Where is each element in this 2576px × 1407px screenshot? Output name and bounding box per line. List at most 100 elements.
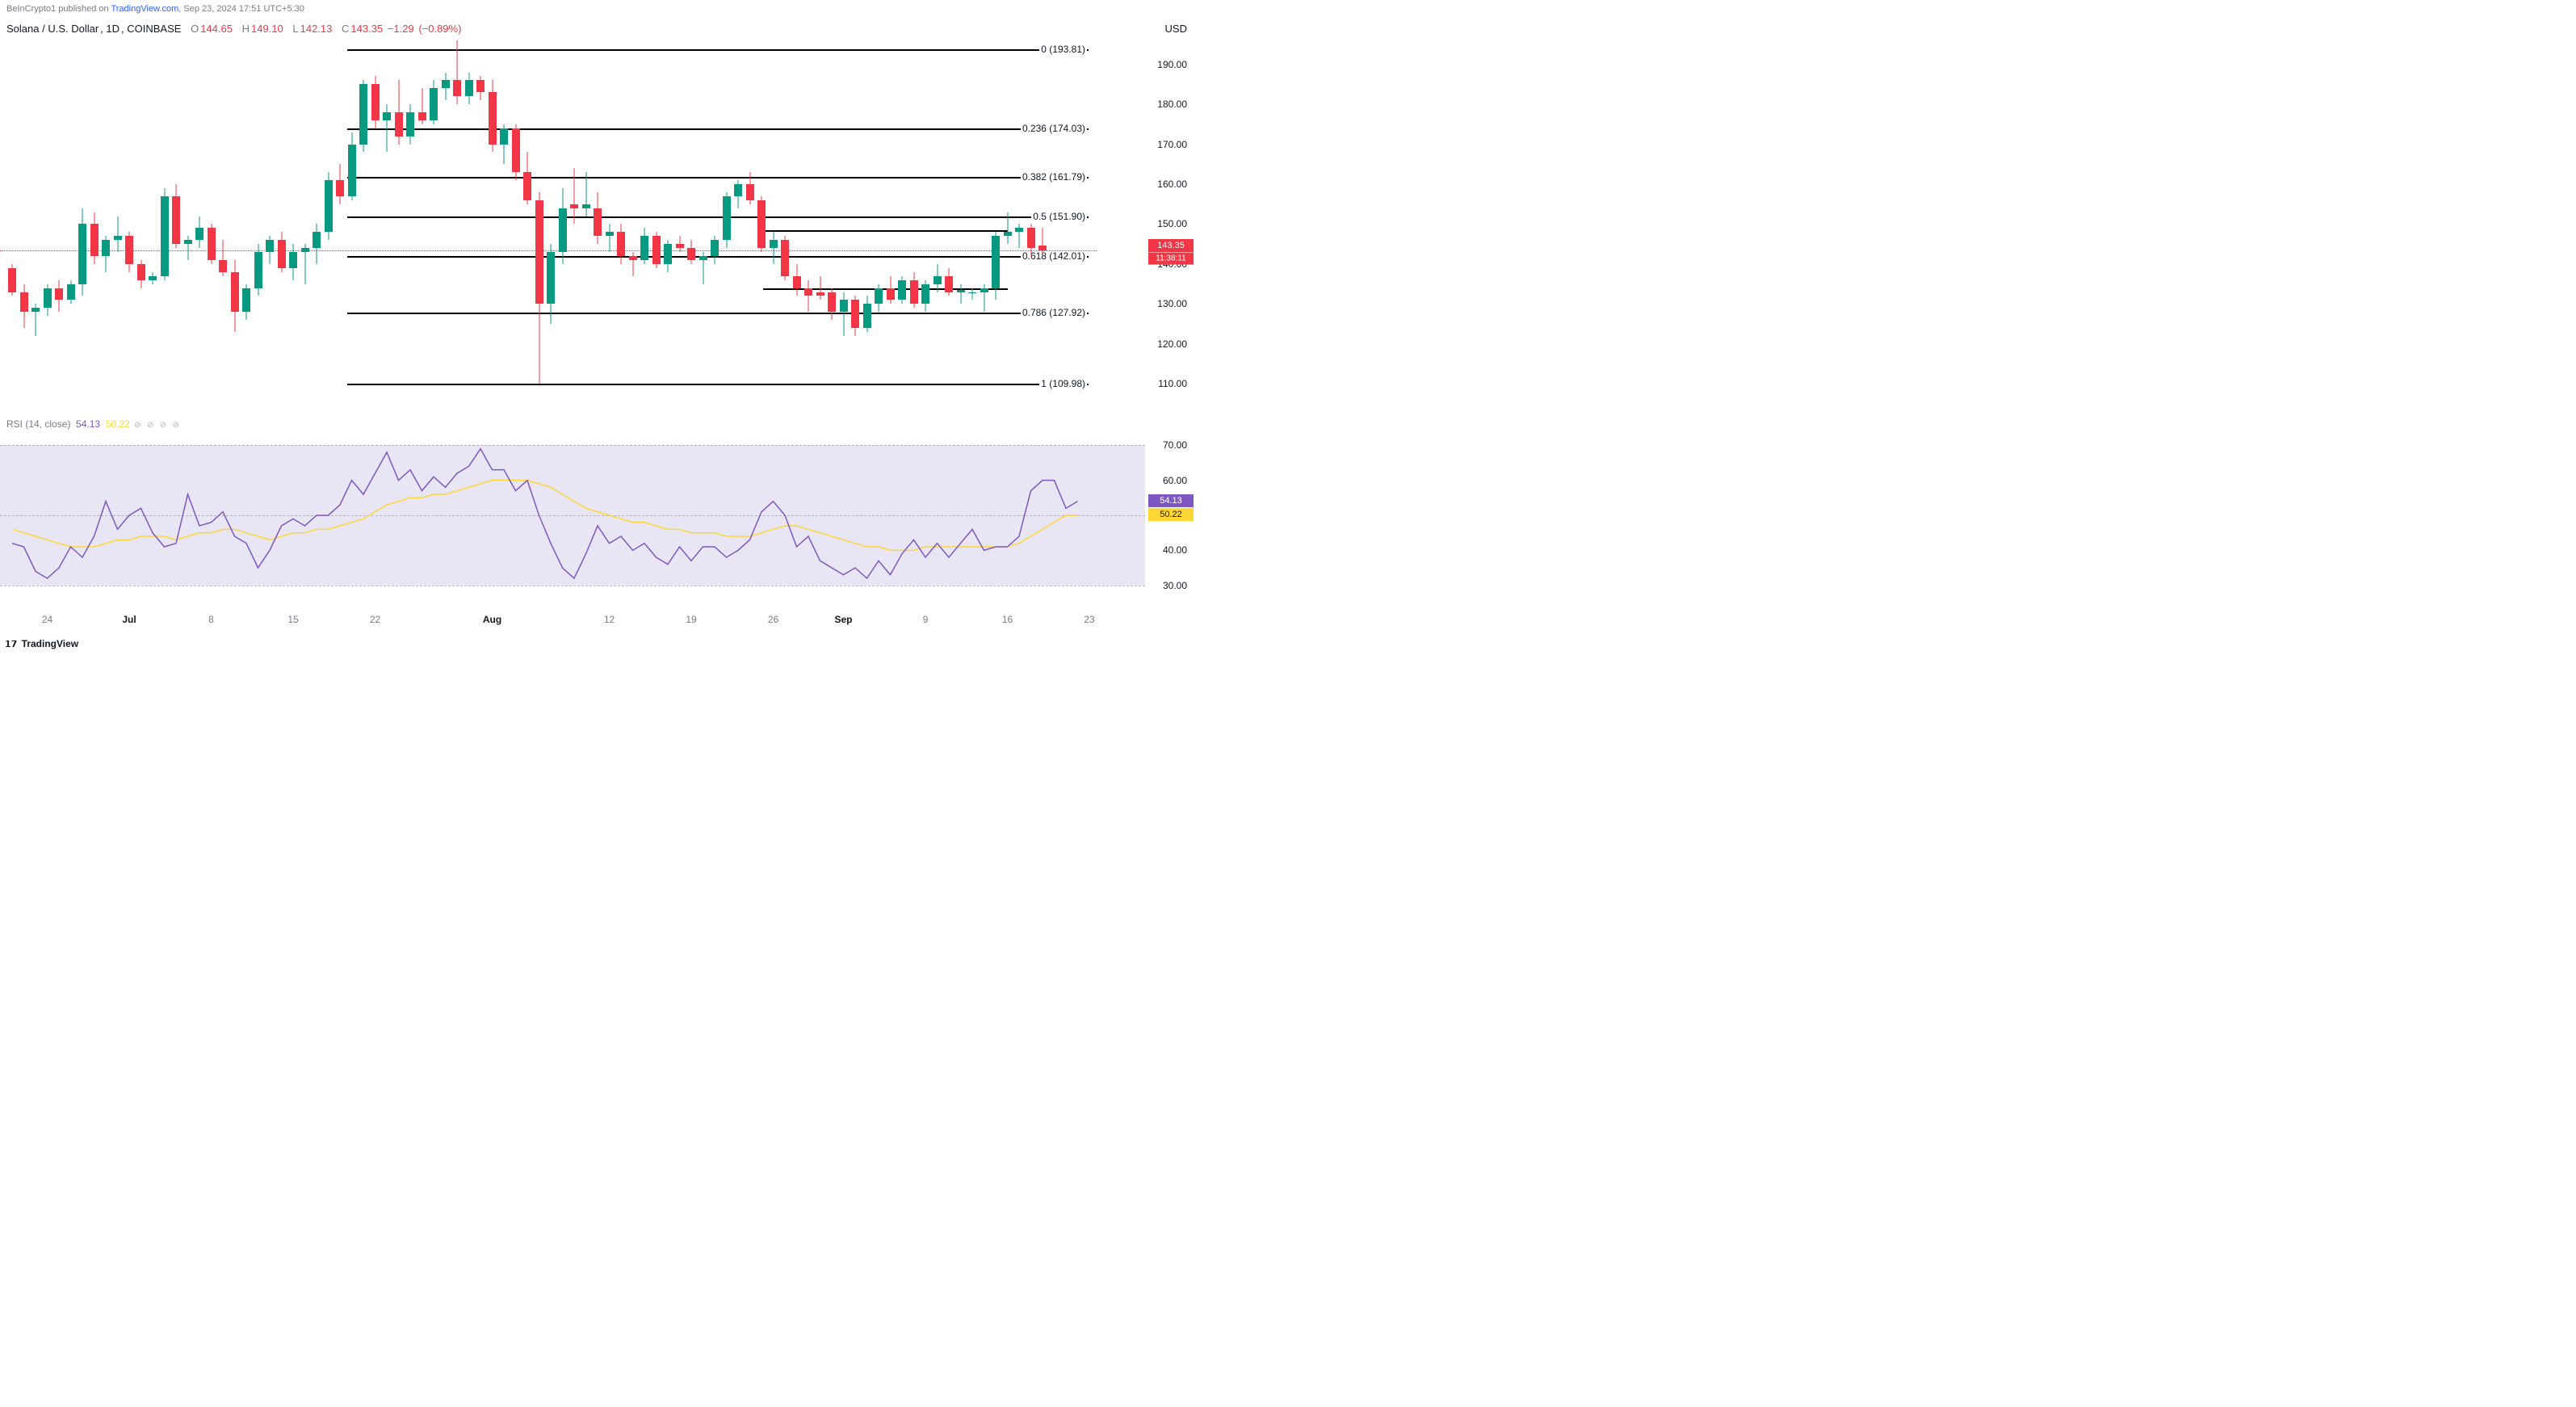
site-link[interactable]: TradingView.com [111, 4, 178, 14]
candle[interactable] [711, 36, 719, 404]
candle[interactable] [723, 36, 731, 404]
candle[interactable] [476, 36, 485, 404]
candle[interactable] [489, 36, 497, 404]
candle[interactable] [208, 36, 216, 404]
visibility-icon[interactable]: ⊘ [147, 421, 153, 430]
candle[interactable] [594, 36, 602, 404]
candle[interactable] [535, 36, 543, 404]
price-y-axis[interactable]: 110.00120.00130.00140.00150.00160.00170.… [1145, 36, 1194, 404]
candle[interactable] [840, 36, 848, 404]
candle[interactable] [992, 36, 1000, 404]
candle[interactable] [125, 36, 133, 404]
candle[interactable] [676, 36, 684, 404]
rsi-pane[interactable]: RSI (14, close) 54.13 50.22 ⊘ ⊘ ⊘ ⊘ 30.0… [0, 414, 1194, 599]
candle[interactable] [828, 36, 836, 404]
candle[interactable] [781, 36, 789, 404]
candle[interactable] [20, 36, 28, 404]
candle[interactable] [512, 36, 520, 404]
candle[interactable] [371, 36, 380, 404]
candle-area[interactable]: 0 (193.81)0.236 (174.03)0.382 (161.79)0.… [0, 36, 1145, 404]
candle[interactable] [278, 36, 286, 404]
candle[interactable] [652, 36, 661, 404]
rsi-body[interactable] [0, 431, 1145, 599]
candle[interactable] [1004, 36, 1012, 404]
candle[interactable] [699, 36, 707, 404]
candle[interactable] [570, 36, 578, 404]
candle[interactable] [664, 36, 672, 404]
candle[interactable] [242, 36, 250, 404]
candle[interactable] [78, 36, 86, 404]
candle[interactable] [149, 36, 157, 404]
candle[interactable] [875, 36, 883, 404]
candle[interactable] [406, 36, 414, 404]
candle[interactable] [1038, 36, 1047, 404]
candle[interactable] [359, 36, 367, 404]
candle[interactable] [547, 36, 555, 404]
candle[interactable] [980, 36, 988, 404]
candle[interactable] [254, 36, 262, 404]
candle[interactable] [770, 36, 778, 404]
candle[interactable] [137, 36, 145, 404]
candle[interactable] [910, 36, 918, 404]
candle[interactable] [395, 36, 403, 404]
candle[interactable] [887, 36, 895, 404]
candle[interactable] [430, 36, 438, 404]
candle[interactable] [629, 36, 637, 404]
candle[interactable] [195, 36, 203, 404]
candle[interactable] [55, 36, 63, 404]
candle[interactable] [102, 36, 110, 404]
axis-currency[interactable]: USD [1165, 23, 1187, 35]
candle[interactable] [1015, 36, 1023, 404]
candle[interactable] [231, 36, 239, 404]
candle[interactable] [465, 36, 473, 404]
candle[interactable] [757, 36, 766, 404]
candle[interactable] [606, 36, 614, 404]
candle[interactable] [219, 36, 227, 404]
candle[interactable] [500, 36, 508, 404]
candle[interactable] [184, 36, 192, 404]
candle[interactable] [921, 36, 929, 404]
candle[interactable] [933, 36, 942, 404]
candle[interactable] [687, 36, 695, 404]
candle[interactable] [945, 36, 953, 404]
candle[interactable] [453, 36, 461, 404]
symbol-row[interactable]: Solana / U.S. Dollar, 1D, COINBASE O144.… [6, 23, 463, 35]
candle[interactable] [863, 36, 871, 404]
settings-icon[interactable]: ⊘ [134, 421, 141, 430]
candle[interactable] [793, 36, 801, 404]
candle[interactable] [957, 36, 965, 404]
candle[interactable] [804, 36, 812, 404]
candle[interactable] [582, 36, 590, 404]
candle[interactable] [266, 36, 274, 404]
candle[interactable] [418, 36, 426, 404]
candle[interactable] [968, 36, 976, 404]
candle[interactable] [746, 36, 754, 404]
more-icon[interactable]: ⊘ [160, 421, 166, 430]
candle[interactable] [734, 36, 742, 404]
candle[interactable] [640, 36, 648, 404]
rsi-header[interactable]: RSI (14, close) 54.13 50.22 ⊘ ⊘ ⊘ ⊘ [6, 418, 181, 430]
price-pane[interactable]: 0 (193.81)0.236 (174.03)0.382 (161.79)0.… [0, 36, 1194, 404]
candle[interactable] [8, 36, 16, 404]
candle[interactable] [1027, 36, 1035, 404]
candle[interactable] [289, 36, 297, 404]
candle[interactable] [851, 36, 859, 404]
candle[interactable] [161, 36, 169, 404]
candle[interactable] [31, 36, 40, 404]
footer-logo[interactable]: 𝟭𝟳 TradingView [5, 638, 78, 649]
candle[interactable] [617, 36, 625, 404]
candle[interactable] [44, 36, 52, 404]
candle[interactable] [348, 36, 356, 404]
candle[interactable] [816, 36, 824, 404]
candle[interactable] [523, 36, 531, 404]
candle[interactable] [313, 36, 321, 404]
candle[interactable] [325, 36, 333, 404]
candle[interactable] [172, 36, 180, 404]
candle[interactable] [301, 36, 309, 404]
candle[interactable] [336, 36, 344, 404]
candle[interactable] [898, 36, 906, 404]
candle[interactable] [90, 36, 99, 404]
x-axis[interactable]: 24Jul81522Aug121926Sep91623 [0, 614, 1145, 630]
candle[interactable] [383, 36, 391, 404]
candle[interactable] [114, 36, 122, 404]
